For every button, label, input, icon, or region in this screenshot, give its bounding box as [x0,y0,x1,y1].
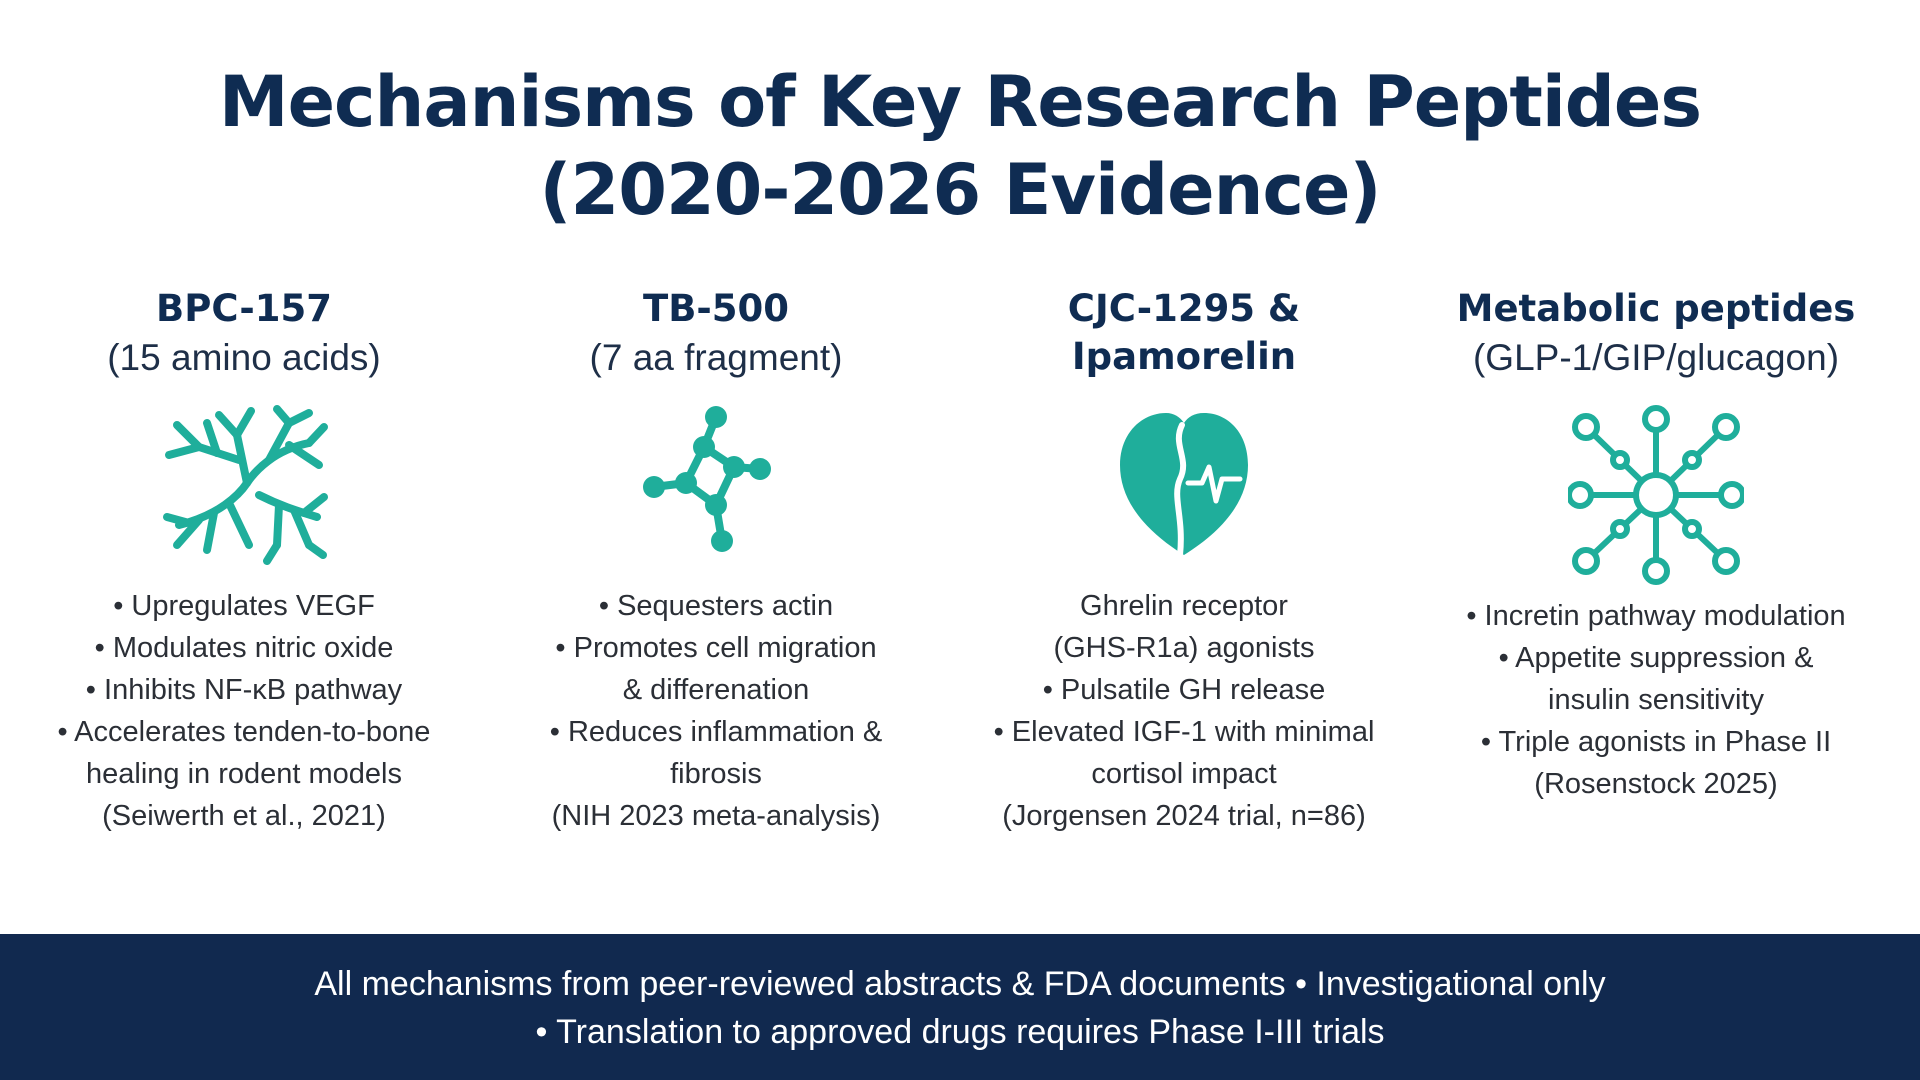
column-header: CJC-1295 & Ipamorelin [954,285,1414,395]
column-subtitle: (15 amino acids) [107,337,381,378]
title-line-1: Mechanisms of Key Research Peptides [218,61,1702,143]
column-name: TB-500 [642,287,790,330]
peptide-columns: BPC-157 (15 amino acids) [0,285,1920,865]
bullet-item: • Promotes cell migration [555,632,877,664]
network-hub-icon [1426,395,1886,595]
molecule-chain-icon [486,395,946,575]
column-name: CJC-1295 & [1067,287,1301,330]
column-subtitle: (GLP-1/GIP/glucagon) [1472,337,1840,378]
bullet-item: (Rosenstock 2025) [1534,768,1778,800]
footer-banner: All mechanisms from peer-reviewed abstra… [0,934,1920,1080]
bullet-item: • Pulsatile GH release [1042,674,1326,706]
bullet-list: • Incretin pathway modulation • Appetite… [1426,595,1886,805]
branching-neuron-icon [14,395,474,575]
column-cjc1295-ipamorelin: CJC-1295 & Ipamorelin Ghrelin receptor (… [954,285,1414,837]
bullet-item: insulin sensitivity [1548,684,1764,716]
bullet-list: • Sequesters actin • Promotes cell migra… [486,585,946,837]
heart-pulse-icon [954,395,1414,575]
bullet-item: fibrosis [670,758,762,790]
bullet-item: • Triple agonists in Phase II [1480,726,1832,758]
bullet-item: • Sequesters actin [598,590,834,622]
column-metabolic-peptides: Metabolic peptides (GLP-1/GIP/glucagon) [1426,285,1886,805]
column-name-line-2: Ipamorelin [1071,335,1297,378]
bullet-item: cortisol impact [1091,758,1277,790]
bullet-item: • Incretin pathway modulation [1466,600,1846,632]
footer-line-2: • Translation to approved drugs requires… [535,1013,1385,1051]
bullet-item: • Upregulates VEGF [113,590,375,622]
bullet-item: • Reduces inflammation & [549,716,883,748]
column-subtitle: (7 aa fragment) [589,337,843,378]
bullet-item: (NIH 2023 meta-analysis) [551,800,881,832]
column-header: TB-500 (7 aa fragment) [486,285,946,395]
bullet-list: Ghrelin receptor (GHS-R1a) agonists • Pu… [954,585,1414,837]
column-header: BPC-157 (15 amino acids) [14,285,474,395]
bullet-item: (GHS-R1a) agonists [1053,632,1315,664]
column-bpc157: BPC-157 (15 amino acids) [14,285,474,837]
page-title: Mechanisms of Key Research Peptides (202… [0,58,1920,234]
bullet-item: (Seiwerth et al., 2021) [102,800,386,832]
title-line-2: (2020-2026 Evidence) [539,149,1382,231]
column-tb500: TB-500 (7 aa fragment) [486,285,946,837]
bullet-list: • Upregulates VEGF • Modulates nitric ox… [14,585,474,837]
bullet-item: (Jorgensen 2024 trial, n=86) [1002,800,1366,832]
column-name: BPC-157 [156,287,332,330]
footer-line-1: All mechanisms from peer-reviewed abstra… [314,965,1606,1003]
bullet-item: • Inhibits NF-κB pathway [85,674,403,706]
bullet-item: • Modulates nitric oxide [94,632,394,664]
bullet-item: & differenation [622,674,810,706]
bullet-item: • Appetite suppression & [1498,642,1814,674]
bullet-item: healing in rodent models [86,758,402,790]
bullet-item: • Elevated IGF-1 with minimal [993,716,1375,748]
column-header: Metabolic peptides (GLP-1/GIP/glucagon) [1426,285,1886,395]
bullet-item: Ghrelin receptor [1080,590,1288,622]
column-name: Metabolic peptides [1456,287,1856,330]
bullet-item: • Accelerates tenden-to-bone [57,716,431,748]
